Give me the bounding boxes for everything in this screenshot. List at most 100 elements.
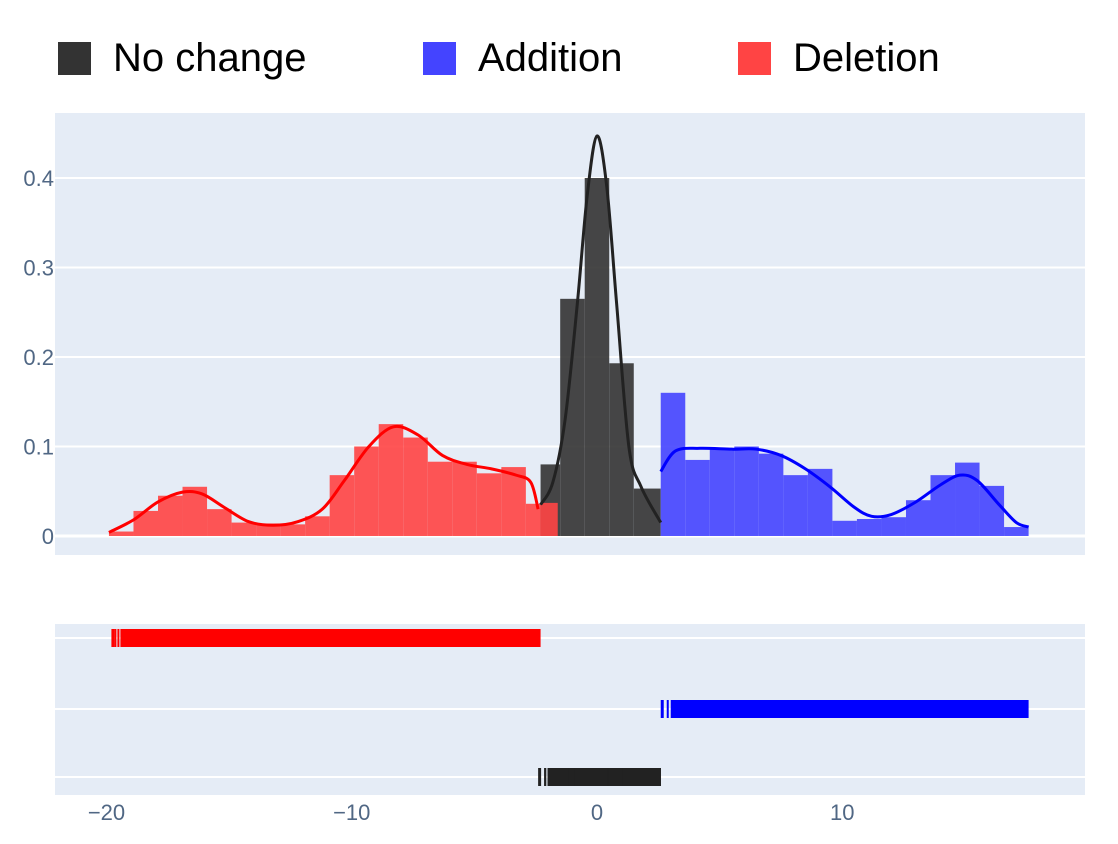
rug-addition bbox=[660, 700, 1029, 718]
rug-tick bbox=[588, 768, 591, 786]
rug-tick bbox=[747, 700, 750, 718]
bar-deletion bbox=[108, 531, 134, 536]
rug-tick bbox=[149, 629, 152, 647]
rug-tick bbox=[632, 768, 635, 786]
bar-addition bbox=[709, 448, 735, 536]
rug-tick bbox=[127, 629, 130, 647]
rug-tick bbox=[882, 700, 885, 718]
rug-tick bbox=[224, 629, 227, 647]
rug-tick bbox=[561, 768, 564, 786]
rug-tick bbox=[451, 629, 454, 647]
legend-item-deletion[interactable]: Deletion bbox=[738, 36, 940, 80]
y-tick-label: 0.4 bbox=[23, 166, 54, 191]
bar-deletion bbox=[476, 473, 502, 536]
rug-tick bbox=[568, 768, 571, 786]
rug-tick bbox=[521, 629, 524, 647]
bar-deletion bbox=[280, 524, 306, 536]
rug-tick bbox=[484, 629, 487, 647]
bar-no-change bbox=[560, 298, 585, 536]
bar-deletion bbox=[207, 509, 232, 536]
rug-tick bbox=[547, 768, 550, 786]
y-tick-label: 0.3 bbox=[23, 256, 54, 281]
rug-tick bbox=[660, 700, 664, 718]
rug-tick bbox=[203, 629, 206, 647]
bar-deletion bbox=[501, 467, 526, 536]
y-tick-label: 0 bbox=[42, 524, 54, 549]
bar-no-change bbox=[584, 178, 610, 536]
legend-swatch bbox=[738, 41, 771, 75]
rug-tick bbox=[538, 768, 542, 786]
bar-deletion bbox=[427, 461, 453, 536]
rug-tick bbox=[822, 700, 825, 718]
rug-tick bbox=[657, 768, 660, 786]
bar-addition bbox=[881, 517, 906, 536]
rug-tick bbox=[942, 700, 945, 718]
rug-tick bbox=[250, 629, 253, 647]
bar-deletion bbox=[540, 502, 558, 536]
rug-deletion bbox=[111, 629, 541, 647]
rug-tick bbox=[485, 629, 488, 647]
x-tick-label: −10 bbox=[333, 800, 370, 825]
rug-tick bbox=[414, 629, 417, 647]
rug-tick bbox=[678, 700, 681, 718]
rug-tick bbox=[935, 700, 938, 718]
rug-tick bbox=[165, 629, 168, 647]
legend-label: Addition bbox=[478, 35, 623, 80]
density-curve-deletion bbox=[108, 424, 540, 534]
rug-tick bbox=[183, 629, 186, 647]
rug-tick bbox=[599, 768, 602, 786]
rug-tick bbox=[300, 629, 303, 647]
rug-tick bbox=[427, 629, 430, 647]
bar-deletion bbox=[305, 516, 330, 536]
rug-tick bbox=[743, 700, 746, 718]
rug-tick bbox=[121, 629, 124, 647]
rug-tick bbox=[177, 629, 180, 647]
legend-item-addition[interactable]: Addition bbox=[423, 36, 623, 80]
rug-tick bbox=[114, 629, 117, 647]
rug-tick bbox=[578, 768, 581, 786]
rug-tick bbox=[666, 700, 669, 718]
rug-tick bbox=[111, 629, 115, 647]
density-curve-addition bbox=[659, 446, 1030, 529]
rug-tick bbox=[780, 700, 783, 718]
rug-tick bbox=[592, 768, 595, 786]
rug-tick bbox=[655, 768, 658, 786]
rug-tick bbox=[900, 700, 903, 718]
bar-addition bbox=[734, 446, 759, 536]
rug-tick bbox=[645, 768, 648, 786]
rug-tick bbox=[896, 700, 899, 718]
bar-addition bbox=[685, 459, 710, 536]
rug-tick bbox=[265, 629, 268, 647]
bar-addition bbox=[783, 475, 808, 536]
legend-label: No change bbox=[113, 35, 307, 80]
legend-swatch bbox=[423, 41, 456, 75]
bar-deletion bbox=[525, 503, 541, 536]
rug-tick bbox=[969, 700, 972, 718]
x-tick-label: −20 bbox=[88, 800, 125, 825]
rug-tick bbox=[559, 768, 562, 786]
y-tick-label: 0.2 bbox=[23, 345, 54, 370]
rug-tick bbox=[977, 700, 980, 718]
x-tick-label: 0 bbox=[591, 800, 603, 825]
rug-tick bbox=[710, 700, 713, 718]
legend-label: Deletion bbox=[793, 35, 940, 80]
rug-tick bbox=[341, 629, 344, 647]
rug-band bbox=[548, 768, 661, 786]
rug-tick bbox=[572, 768, 575, 786]
rug-tick bbox=[1001, 700, 1004, 718]
rug-tick bbox=[757, 700, 760, 718]
rug-tick bbox=[985, 700, 988, 718]
rug-tick bbox=[826, 700, 829, 718]
rug-tick bbox=[605, 768, 608, 786]
bar-deletion bbox=[403, 437, 428, 536]
rug-tick bbox=[552, 768, 555, 786]
bar-addition bbox=[930, 475, 956, 536]
rug-tick bbox=[473, 629, 476, 647]
rug-tick bbox=[146, 629, 149, 647]
bar-addition bbox=[979, 485, 1005, 536]
legend-item-no-change[interactable]: No change bbox=[58, 36, 306, 80]
rug-tick bbox=[606, 768, 609, 786]
rug-tick bbox=[610, 768, 613, 786]
rug-tick bbox=[693, 700, 696, 718]
rug-tick bbox=[690, 700, 693, 718]
